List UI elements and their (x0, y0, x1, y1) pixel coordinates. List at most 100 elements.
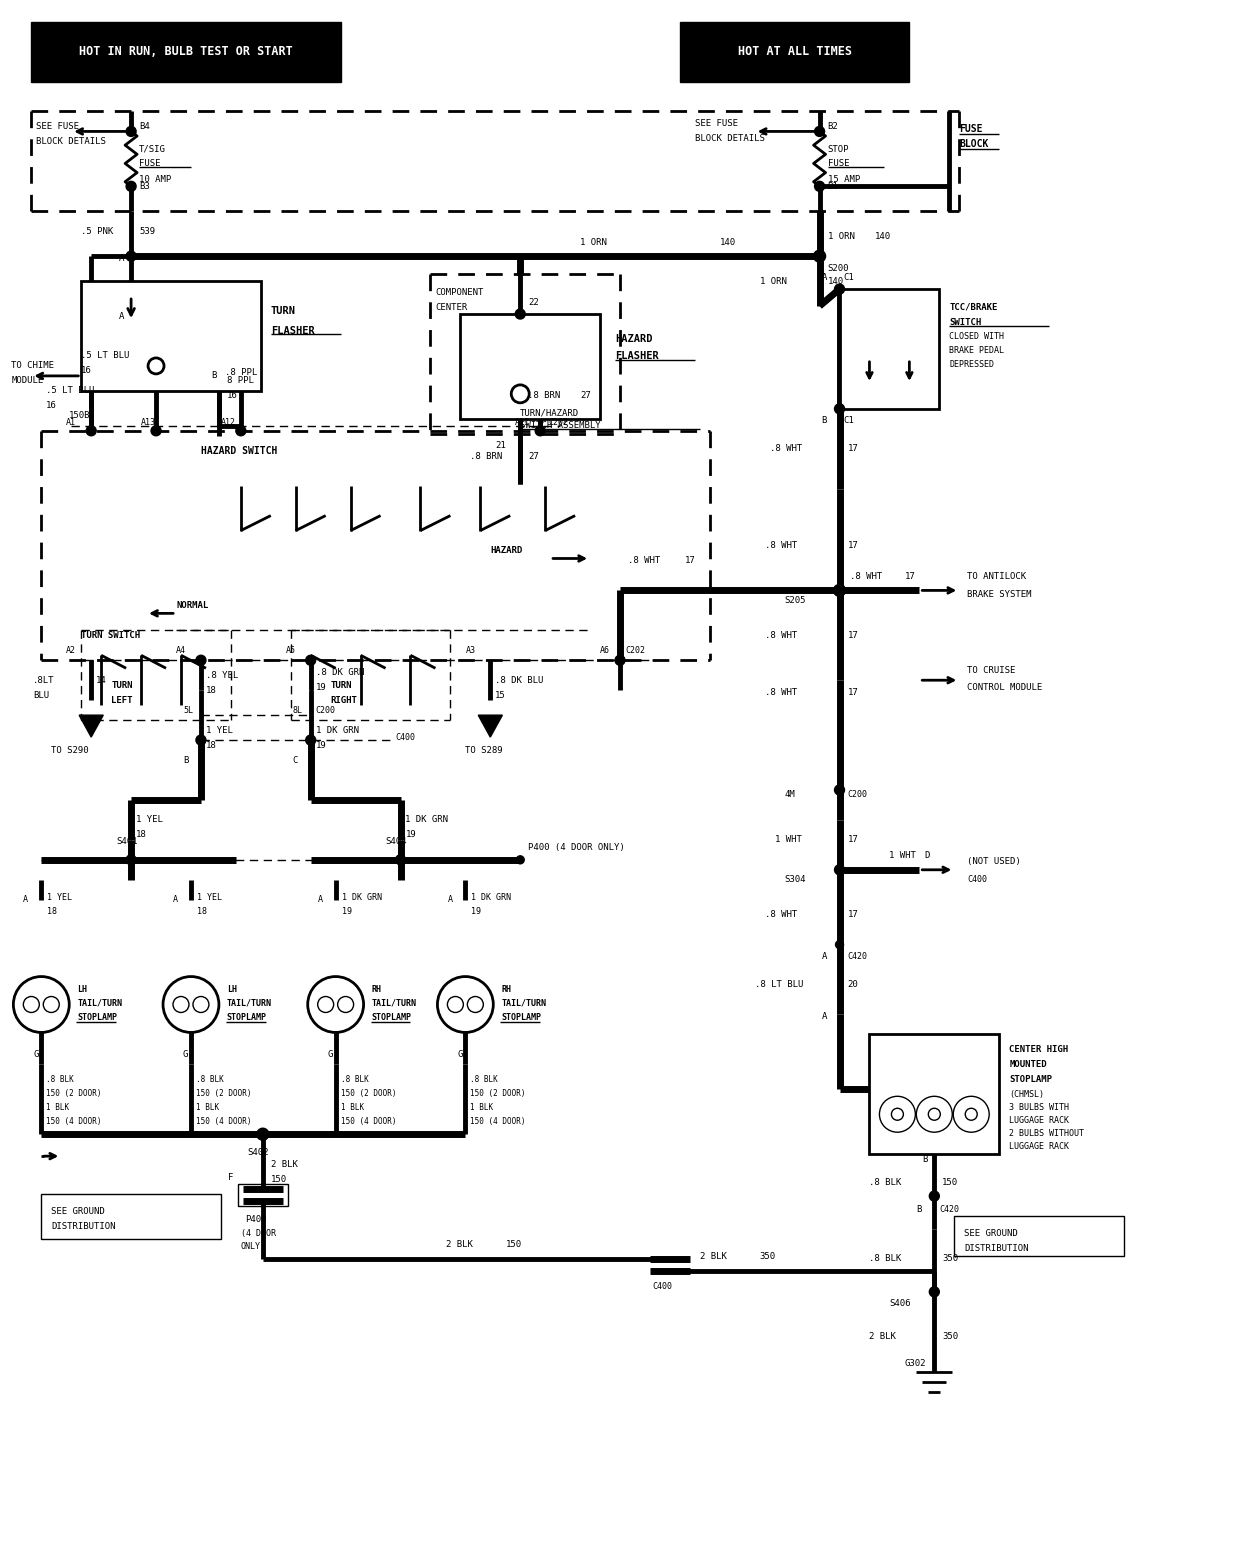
Text: 150 (4 DOOR): 150 (4 DOOR) (195, 1116, 252, 1126)
Text: TAIL/TURN: TAIL/TURN (501, 998, 546, 1008)
Text: TCC/BRAKE: TCC/BRAKE (950, 303, 997, 311)
Text: G: G (183, 1050, 188, 1059)
Text: CENTER HIGH: CENTER HIGH (1009, 1045, 1069, 1054)
Text: S205: S205 (784, 596, 806, 605)
Text: 1 YEL: 1 YEL (48, 893, 73, 902)
Text: .8 WHT: .8 WHT (764, 541, 797, 550)
Text: 2 BLK: 2 BLK (870, 1333, 896, 1342)
Text: S404: S404 (386, 837, 407, 846)
Text: C420: C420 (847, 952, 867, 961)
Text: DEPRESSED: DEPRESSED (950, 361, 995, 370)
Circle shape (833, 585, 846, 597)
Circle shape (515, 309, 525, 319)
Text: 17: 17 (847, 541, 858, 550)
Text: FUSE: FUSE (827, 159, 850, 168)
Bar (955, 1216, 1124, 1256)
Text: TO ANTILOCK: TO ANTILOCK (967, 572, 1026, 582)
Circle shape (930, 1288, 940, 1297)
Text: 19: 19 (316, 740, 327, 750)
Circle shape (24, 997, 39, 1012)
Text: TURN: TURN (271, 306, 296, 316)
Text: B1: B1 (827, 182, 838, 191)
Text: G: G (34, 1050, 39, 1059)
Text: 1 YEL: 1 YEL (205, 726, 233, 734)
Text: .8 BLK: .8 BLK (195, 1075, 224, 1084)
Text: B: B (183, 756, 188, 765)
Text: STOPLAMP: STOPLAMP (372, 1012, 411, 1022)
Text: .8 YEL: .8 YEL (205, 670, 238, 680)
Text: 1 ORN: 1 ORN (580, 238, 606, 247)
Circle shape (86, 426, 96, 435)
Text: .8 BLK: .8 BLK (870, 1177, 902, 1186)
Text: .8 WHT: .8 WHT (850, 572, 882, 582)
Text: A6: A6 (600, 645, 610, 655)
Text: P400: P400 (244, 1214, 267, 1224)
Text: SEE FUSE: SEE FUSE (36, 121, 79, 131)
Text: S304: S304 (784, 875, 806, 885)
Text: 2 BLK: 2 BLK (700, 1252, 727, 1261)
Text: 1 DK GRN: 1 DK GRN (471, 893, 511, 902)
Text: TO CHIME: TO CHIME (11, 361, 54, 370)
Circle shape (891, 1109, 903, 1120)
Text: 350: 350 (942, 1255, 959, 1263)
Text: (CHMSL): (CHMSL) (1009, 1090, 1044, 1099)
Text: 18: 18 (205, 740, 217, 750)
Text: TURN: TURN (331, 681, 352, 690)
Text: .8 WHT: .8 WHT (769, 445, 802, 453)
Text: .8 WHT: .8 WHT (764, 631, 797, 639)
Text: NORMAL: NORMAL (175, 600, 208, 610)
Text: 1 ORN: 1 ORN (827, 232, 855, 241)
Text: 150 (4 DOOR): 150 (4 DOOR) (341, 1116, 396, 1126)
Text: A: A (822, 1012, 827, 1022)
Text: 15 AMP: 15 AMP (827, 174, 860, 183)
Text: 19: 19 (316, 683, 327, 692)
Text: .8 LT BLU: .8 LT BLU (754, 980, 803, 989)
Text: STOP: STOP (827, 145, 850, 154)
Text: C400: C400 (967, 875, 987, 885)
Text: HAZARD: HAZARD (490, 546, 523, 555)
Text: .8 BRN: .8 BRN (529, 392, 560, 400)
Text: G: G (457, 1050, 462, 1059)
Text: HAZARD: HAZARD (615, 334, 653, 344)
Text: 15: 15 (495, 690, 506, 700)
Text: (4 DOOR: (4 DOOR (241, 1230, 276, 1238)
Text: 150 (4 DOOR): 150 (4 DOOR) (46, 1116, 101, 1126)
Circle shape (306, 655, 316, 666)
Circle shape (516, 855, 524, 865)
Circle shape (236, 426, 246, 435)
Text: CLOSED WITH: CLOSED WITH (950, 333, 1005, 342)
Text: TURN/HAZARD: TURN/HAZARD (520, 409, 579, 417)
Circle shape (163, 977, 219, 1033)
Text: 1 ORN: 1 ORN (759, 277, 787, 286)
Text: A1: A1 (66, 418, 76, 428)
Circle shape (834, 865, 845, 875)
Text: A2: A2 (66, 645, 76, 655)
Circle shape (127, 182, 137, 191)
Text: 18: 18 (48, 907, 58, 916)
Text: 20: 20 (847, 980, 858, 989)
Circle shape (447, 997, 464, 1012)
Text: B3: B3 (139, 182, 150, 191)
Text: B: B (211, 372, 217, 381)
Text: 18: 18 (137, 830, 147, 840)
Text: TO CRUISE: TO CRUISE (967, 666, 1016, 675)
Circle shape (814, 182, 824, 191)
Circle shape (306, 736, 316, 745)
Text: .8 WHT: .8 WHT (764, 910, 797, 919)
Text: STOPLAMP: STOPLAMP (501, 1012, 541, 1022)
Circle shape (467, 997, 484, 1012)
Text: .8 DK BLU: .8 DK BLU (495, 676, 544, 684)
Circle shape (127, 855, 137, 865)
Text: 10 AMP: 10 AMP (139, 174, 172, 183)
Circle shape (880, 1096, 916, 1132)
Text: .5 LT BLU: .5 LT BLU (46, 386, 95, 395)
Text: S402: S402 (248, 1148, 269, 1157)
Circle shape (127, 126, 137, 137)
Text: C: C (293, 756, 298, 765)
Text: A: A (318, 896, 323, 903)
Text: 1 BLK: 1 BLK (341, 1102, 363, 1112)
Text: B: B (916, 1205, 922, 1213)
Text: 16: 16 (81, 367, 91, 375)
Text: DISTRIBUTION: DISTRIBUTION (51, 1222, 115, 1230)
Text: SWITCH: SWITCH (950, 317, 981, 327)
